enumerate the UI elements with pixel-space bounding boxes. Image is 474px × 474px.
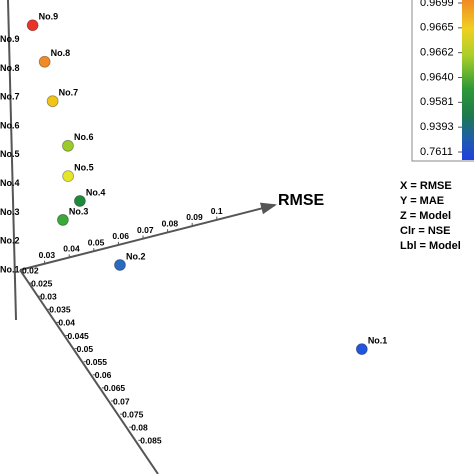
point	[355, 343, 368, 356]
y-tick-label: 0.08	[131, 422, 148, 432]
y-tick-label: 0.06	[95, 370, 112, 380]
colorbar-tick-label: 0.9662	[420, 47, 454, 59]
colorbar-tick-label: 0.9640	[420, 71, 454, 83]
x-tick-label: 0.09	[186, 212, 203, 222]
point	[114, 259, 126, 271]
z-tick-label: No.5	[0, 149, 20, 159]
x-tick-label: 0.06	[112, 231, 129, 241]
point	[38, 55, 51, 68]
y-tick-label: 0.035	[49, 305, 71, 315]
colorbar	[462, 0, 474, 160]
y-tick-label: 0.085	[140, 436, 162, 446]
z-axis	[7, 0, 17, 321]
colorbar-tick-label: 0.7611	[420, 146, 453, 158]
y-tick-label: 0.02	[22, 265, 39, 275]
x-axis-title: RMSE	[278, 192, 325, 209]
x-tick-label: 0.03	[39, 250, 56, 260]
z-tick-label: No.3	[0, 207, 20, 217]
point	[26, 19, 39, 32]
colorbar-tick-label: 0.9581	[420, 96, 454, 108]
point-label: No.4	[86, 187, 106, 197]
y-tick-label: 0.05	[77, 344, 94, 354]
z-tick-label: No.7	[0, 92, 20, 102]
point-label: No.7	[59, 88, 79, 98]
y-tick-label: 0.065	[104, 383, 126, 393]
point	[62, 139, 74, 152]
y-tick-label: 0.025	[31, 278, 53, 288]
y-tick-label: 0.03	[40, 291, 57, 301]
point	[73, 195, 86, 207]
z-tick-label: No.2	[0, 236, 20, 246]
point-label: No.1	[368, 335, 388, 345]
z-tick-label: No.1	[0, 264, 20, 274]
x-axis	[19, 202, 277, 271]
y-axis	[19, 269, 159, 474]
x-tick-label: 0.04	[63, 244, 80, 254]
z-tick-label: No.6	[0, 120, 20, 130]
legend-line: Clr = NSE	[400, 225, 450, 237]
z-tick-label: No.8	[0, 63, 20, 73]
y-tick-label: 0.055	[86, 357, 108, 367]
x-tick-label: 0.05	[88, 237, 105, 247]
point-label: No.2	[126, 251, 146, 261]
legend-line: Lbl = Model	[400, 240, 461, 252]
point-label: No.8	[51, 48, 71, 58]
y-tick-label: 0.075	[122, 409, 144, 419]
legend-line: Y = MAE	[400, 195, 444, 207]
colorbar-tick-label: 0.9665	[420, 22, 454, 34]
legend-line: X = RMSE	[400, 180, 452, 192]
colorbar-tick-label: 0.9699	[420, 0, 454, 9]
z-tick-label: No.4	[0, 178, 20, 188]
y-tick-label: 0.07	[113, 396, 130, 406]
x-tick-label: 0.08	[162, 218, 179, 228]
point-label: No.3	[69, 206, 89, 216]
x-tick-label: 0.1	[211, 206, 223, 216]
y-tick-label: 0.04	[58, 318, 75, 328]
point-label: No.6	[74, 132, 94, 142]
x-tick-label: 0.07	[137, 225, 154, 235]
legend-line: Z = Model	[400, 210, 451, 222]
point-label: No.5	[74, 162, 94, 172]
point-label: No.9	[39, 12, 59, 22]
colorbar-tick-label: 0.9393	[420, 121, 454, 133]
point	[57, 214, 69, 226]
y-tick-label: 0.045	[68, 331, 90, 341]
z-tick-label: No.9	[0, 34, 20, 44]
point	[62, 170, 75, 183]
point	[46, 95, 59, 108]
